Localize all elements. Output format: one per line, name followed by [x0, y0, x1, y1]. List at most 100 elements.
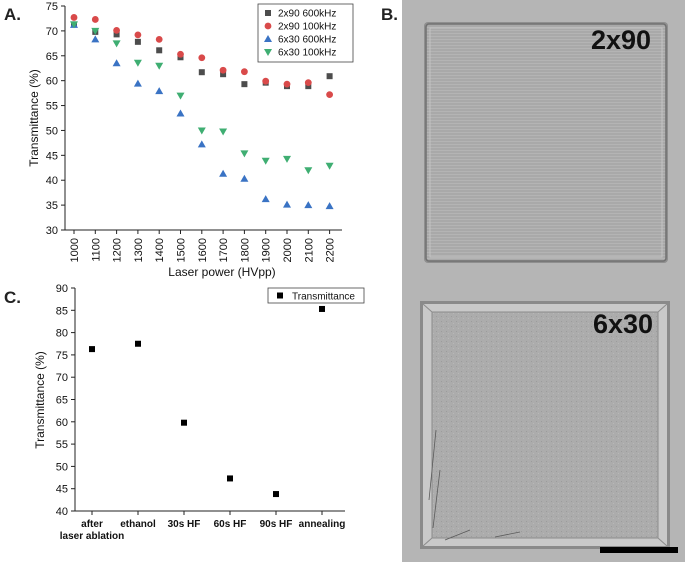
chart-c-point — [181, 419, 187, 426]
chart-a-point-2x90-100khz — [91, 16, 99, 23]
chart-a-y-tick-label: 35 — [46, 200, 58, 212]
chart-a-point-6x30-600khz — [91, 35, 100, 43]
panel-label-c: C. — [4, 288, 21, 307]
chart-c-point — [273, 491, 279, 498]
chart-a-point-2x90-600khz — [113, 31, 120, 38]
chart-a-point-2x90-100khz — [134, 31, 142, 39]
panel-label-a: A. — [4, 5, 21, 24]
chart-a-point-2x90-100khz — [70, 14, 78, 21]
chart-c-y-label: Transmittance (%) — [33, 351, 47, 449]
chart-a-point-6x30-600khz — [112, 59, 121, 67]
chart-a-point-6x30-100khz — [261, 157, 270, 165]
chart-a-x-tick-label: 1800 — [239, 238, 251, 262]
chart-c-category-label: annealing — [299, 519, 346, 530]
chart-a-point-6x30-100khz — [155, 62, 164, 70]
chart-a-point-2x90-600khz — [220, 71, 227, 78]
chart-a-y-tick-label: 45 — [46, 150, 58, 162]
chart-a-point-2x90-100khz — [155, 35, 163, 43]
chart-c-legend-box — [267, 287, 365, 304]
chart-a-x-tick-label: 1500 — [176, 238, 188, 262]
chart-a-y-tick-label: 55 — [46, 101, 58, 113]
chart-a-point-2x90-600khz — [305, 83, 312, 90]
chart-a-point-6x30-600khz — [219, 169, 228, 177]
sample-6x30-image — [420, 301, 670, 549]
chart-a-point-2x90-600khz — [198, 69, 205, 76]
chart-a-y-tick-label: 40 — [46, 175, 58, 187]
chart-c-point — [89, 346, 95, 353]
chart-a-x-tick-label: 1900 — [261, 238, 273, 262]
chart-a-point-6x30-600khz — [155, 87, 164, 95]
chart-a-legend-marker — [265, 10, 271, 16]
chart-c-category-label: after — [81, 519, 103, 530]
chart-c-y-tick-label: 45 — [56, 484, 68, 496]
chart-c-y-tick-label: 65 — [56, 395, 68, 407]
chart-a-x-label: Laser power (HVpp) — [168, 265, 275, 279]
chart-a-point-6x30-600khz — [240, 174, 249, 182]
chart-a-point-2x90-100khz — [241, 68, 248, 76]
chart-a-x-tick-label: 1200 — [112, 238, 124, 262]
sample-6x30-label: 6x30 — [593, 309, 653, 339]
chart-c-y-tick-label: 80 — [56, 328, 68, 340]
chart-a-y-tick-label: 75 — [46, 1, 58, 13]
chart-a-point-6x30-600khz — [283, 200, 291, 208]
chart-a-legend-label: 6x30 100kHz — [278, 48, 336, 59]
chart-a-point-6x30-600khz — [133, 79, 142, 87]
chart-a-point-6x30-100khz — [304, 167, 313, 175]
chart-c-y-tick-label: 50 — [56, 461, 68, 473]
chart-a-point-2x90-100khz — [283, 80, 291, 88]
chart-a: 30 35 40 45 50 55 60 65 70 75 1000 1100 1200 1300 140… — [27, 1, 354, 279]
chart-a-point-6x30-100khz — [133, 59, 142, 67]
chart-a-legend-label: 2x90 600kHz — [278, 9, 336, 20]
chart-c-category-label: 90s HF — [260, 519, 293, 530]
chart-a-y-label: Transmittance (%) — [27, 69, 41, 167]
chart-c-y-tick-label: 55 — [56, 439, 68, 451]
chart-c-legend: Transmittance — [267, 287, 365, 304]
chart-a-legend-marker — [264, 22, 272, 30]
chart-a-x-tick-label: 2100 — [303, 238, 315, 262]
chart-c-y-tick-label: 70 — [56, 372, 68, 384]
panel-label-b: B. — [381, 5, 398, 24]
chart-a-y-tick-label: 50 — [46, 125, 58, 137]
chart-a-point-6x30-100khz — [197, 127, 206, 135]
chart-a-point-2x90-100khz — [219, 66, 227, 74]
chart-a-point-2x90-600khz — [326, 73, 333, 80]
chart-c-y-tick-label: 90 — [56, 283, 68, 295]
chart-c-legend-marker — [277, 292, 283, 299]
chart-a-point-2x90-100khz — [113, 26, 120, 34]
chart-c-point — [227, 475, 233, 482]
chart-a-point-6x30-600khz — [261, 195, 270, 203]
chart-c-category-label: 60s HF — [214, 519, 247, 530]
chart-c-y-tick-label: 60 — [56, 417, 68, 429]
chart-a-x-tick-label: 1100 — [90, 238, 102, 262]
chart-a-point-2x90-100khz — [326, 91, 333, 99]
chart-a-x-tick-label: 1700 — [218, 238, 230, 262]
chart-c-points — [89, 305, 325, 498]
chart-a-point-6x30-100khz — [112, 40, 121, 48]
chart-c-legend-label: Transmittance — [292, 292, 355, 303]
chart-a-y-ticks: 30 35 40 45 50 55 60 65 70 75 — [46, 1, 65, 237]
chart-a-legend: 2x90 600kHz 2x90 100kHz 6x30 600kHz 6x30 10… — [257, 3, 354, 63]
chart-a-legend-box — [257, 3, 354, 63]
chart-a-point-2x90-600khz — [156, 47, 163, 54]
chart-a-point-6x30-600khz — [197, 140, 206, 148]
chart-a-point-6x30-600khz — [325, 202, 334, 210]
chart-a-legend-label: 2x90 100kHz — [278, 22, 336, 33]
chart-a-y-tick-label: 70 — [46, 26, 58, 38]
chart-a-x-ticks: 1000 1100 1200 1300 1400 1500 1600 1700 1800 1900… — [69, 230, 337, 262]
chart-a-x-tick-label: 1300 — [133, 238, 145, 262]
chart-a-point-2x90-100khz — [177, 50, 184, 58]
chart-a-point-6x30-100khz — [70, 21, 78, 29]
chart-a-x-tick-label: 1400 — [154, 238, 166, 262]
chart-a-point-2x90-100khz — [198, 54, 206, 62]
chart-c-y-tick-label: 75 — [56, 350, 68, 362]
chart-a-point-6x30-100khz — [176, 92, 185, 100]
chart-a-point-2x90-600khz — [241, 81, 248, 88]
chart-a-y-tick-label: 60 — [46, 76, 58, 88]
chart-a-point-6x30-100khz — [283, 155, 291, 163]
chart-a-point-6x30-100khz — [325, 162, 334, 170]
sample-2x90-image — [424, 22, 668, 263]
microscope-panel: 2x90 6x30 — [402, 0, 685, 562]
chart-c-point — [319, 305, 325, 312]
